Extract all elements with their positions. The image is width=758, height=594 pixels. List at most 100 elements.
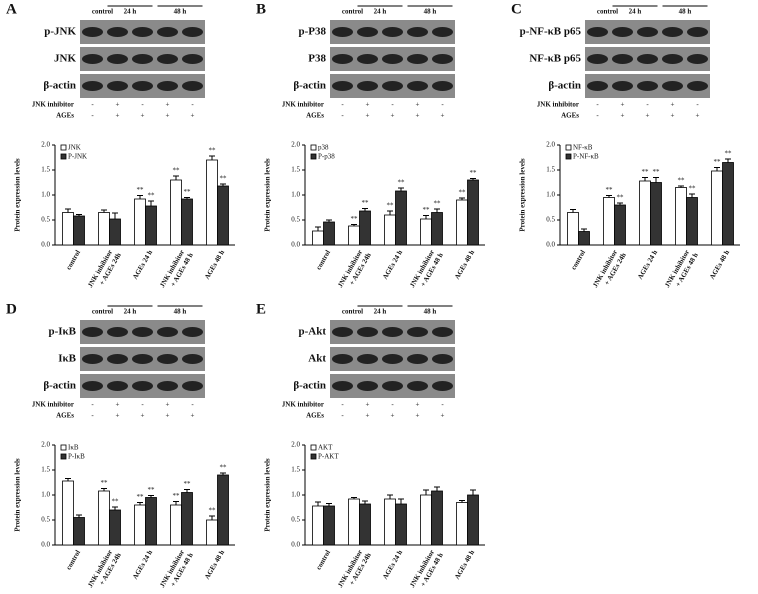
blot-band [637, 81, 658, 91]
treatment-mark: - [141, 401, 144, 409]
blot-band [662, 27, 683, 37]
x-tick-label: control [65, 549, 83, 571]
blot-band [182, 27, 203, 37]
treatment-mark: - [646, 101, 649, 109]
blot-band [587, 27, 608, 37]
legend-swatch [60, 453, 67, 460]
blot-band [432, 381, 453, 391]
treatment-mark: + [166, 112, 170, 120]
bar [206, 519, 218, 546]
bar [312, 230, 324, 246]
bar [384, 214, 396, 246]
treatment-mark: + [116, 101, 120, 109]
y-tick-label: 0.0 [291, 241, 300, 249]
blot-band [132, 81, 153, 91]
blot-band [332, 327, 353, 337]
blot-row-label: β-actin [43, 380, 76, 392]
bar [62, 212, 74, 246]
significance-marker: ** [362, 199, 370, 207]
blot-group-label: control [92, 308, 113, 316]
significance-marker: ** [220, 464, 228, 472]
y-tick-label: 0.0 [41, 541, 50, 549]
treatment-mark: - [696, 101, 699, 109]
blot-band [132, 327, 153, 337]
legend-label: P-p38 [318, 153, 335, 161]
treatment-mark: + [671, 101, 675, 109]
blot-group-label: 48 h [679, 8, 692, 16]
error-bar [148, 200, 154, 206]
blot-row-label: Akt [308, 353, 326, 365]
error-bar [101, 209, 107, 213]
bar [467, 494, 479, 546]
bar [431, 490, 443, 546]
error-bar [326, 503, 332, 506]
bar [359, 503, 371, 546]
blot-band [432, 54, 453, 64]
treatment-mark: + [166, 101, 170, 109]
y-tick-label: 1.0 [291, 191, 300, 199]
error-bar [137, 195, 143, 199]
error-bar [112, 212, 118, 219]
error-bar [220, 472, 226, 475]
error-bar [434, 208, 440, 213]
error-bar [65, 208, 71, 213]
treatment-label: AGEs [306, 412, 324, 420]
x-tick-label: JNK inhibitor + AGEs 24h [591, 247, 628, 294]
treatment-mark: - [91, 412, 94, 420]
blot-band [687, 27, 708, 37]
blot-group-label: control [597, 8, 618, 16]
blot-band [612, 27, 633, 37]
treatment-mark: + [391, 412, 395, 420]
blot-row-label: β-actin [293, 80, 326, 92]
legend-swatch [565, 153, 572, 160]
blot-group-label: 24 h [374, 308, 387, 316]
blot-band [132, 381, 153, 391]
treatment-mark: + [391, 112, 395, 120]
bar [98, 490, 110, 546]
error-bar [423, 489, 429, 495]
error-bar [326, 219, 332, 222]
blot-band [382, 327, 403, 337]
legend-label: AKT [318, 444, 333, 452]
blot-band [82, 327, 103, 337]
panel-letter: E [256, 301, 266, 317]
blot-band [107, 381, 128, 391]
treatment-mark: - [596, 101, 599, 109]
blot-band [107, 54, 128, 64]
blot-row-label: NF-κB p65 [529, 53, 581, 65]
treatment-mark: + [416, 112, 420, 120]
blot-band [357, 381, 378, 391]
blot-band [332, 54, 353, 64]
y-tick-label: 1.5 [41, 166, 50, 174]
significance-marker: ** [387, 202, 395, 210]
treatment-mark: + [696, 112, 700, 120]
blot-band [612, 54, 633, 64]
x-tick-label: JNK inhibitor + AGEs 24h [336, 247, 373, 294]
legend-label: IκB [68, 444, 79, 452]
significance-marker: ** [653, 168, 661, 176]
bar [134, 504, 146, 546]
blot-band [82, 27, 103, 37]
treatment-mark: - [191, 401, 194, 409]
treatment-mark: + [621, 112, 625, 120]
panel-letter: A [6, 1, 17, 17]
treatment-mark: + [116, 412, 120, 420]
legend-swatch [310, 153, 317, 160]
y-tick-label: 0.5 [546, 216, 555, 224]
blot-band [82, 381, 103, 391]
bar [145, 205, 157, 246]
x-tick-label: JNK inhibitor + AGEs 48 h [408, 247, 445, 294]
blot-band [82, 54, 103, 64]
significance-marker: ** [459, 189, 467, 197]
bar [73, 517, 85, 546]
panel-letter: B [256, 1, 266, 17]
blot-band [182, 54, 203, 64]
error-bar [173, 175, 179, 180]
blot-band [662, 54, 683, 64]
blot-band [687, 54, 708, 64]
treatment-mark: - [191, 101, 194, 109]
blot-band [157, 381, 178, 391]
blot-band [407, 381, 428, 391]
treatment-mark: - [91, 101, 94, 109]
